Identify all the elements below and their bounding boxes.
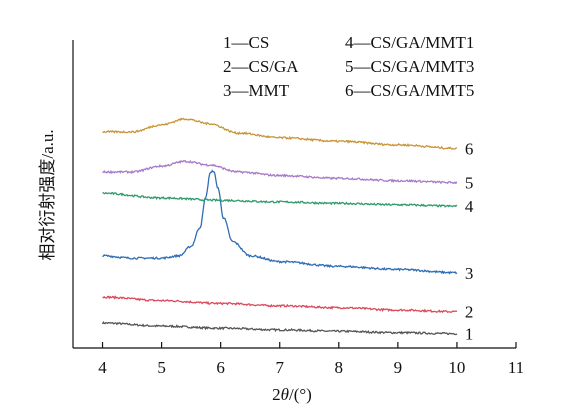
- x-tick-label-8: 8: [335, 358, 344, 377]
- curve-label-1: 1: [465, 325, 474, 344]
- series-lines: [101, 117, 458, 336]
- x-ticks: 4 5 6 7 8 9 10 11: [98, 342, 524, 377]
- x-tick-label-7: 7: [275, 358, 284, 377]
- y-axis-label: 相对衍射强度/a.u.: [38, 129, 57, 260]
- curve-label-5: 5: [465, 174, 474, 193]
- series-line-1: [101, 320, 458, 336]
- legend-item-1: 1—CS: [223, 33, 269, 52]
- x-tick-label-6: 6: [216, 358, 225, 377]
- x-tick-label-5: 5: [157, 358, 166, 377]
- legend-item-3: 3—MMT: [223, 81, 290, 100]
- series-line-5: [102, 159, 458, 185]
- legend: 1—CS 2—CS/GA 3—MMT 4—CS/GA/MMT1 5—CS/GA/MMT3…: [223, 33, 474, 100]
- axes: [72, 40, 516, 349]
- curve-labels: 1 2 3 4 5 6: [465, 139, 474, 343]
- x-axis-label: 2θ/(°): [272, 385, 312, 404]
- curve-label-2: 2: [465, 303, 474, 322]
- series-line-2: [102, 295, 458, 314]
- curve-label-3: 3: [465, 264, 474, 283]
- x-tick-label-11: 11: [508, 358, 524, 377]
- x-tick-label-10: 10: [448, 358, 465, 377]
- series-line-4: [102, 191, 458, 208]
- curve-label-4: 4: [465, 197, 474, 216]
- legend-item-4: 4—CS/GA/MMT1: [345, 33, 474, 52]
- curve-label-6: 6: [465, 139, 474, 158]
- legend-item-2: 2—CS/GA: [223, 57, 299, 76]
- series-line-6: [102, 117, 458, 150]
- series-line-3: [102, 169, 458, 275]
- legend-item-5: 5—CS/GA/MMT3: [345, 57, 474, 76]
- x-tick-label-9: 9: [394, 358, 403, 377]
- x-tick-label-4: 4: [98, 358, 107, 377]
- legend-item-6: 6—CS/GA/MMT5: [345, 81, 474, 100]
